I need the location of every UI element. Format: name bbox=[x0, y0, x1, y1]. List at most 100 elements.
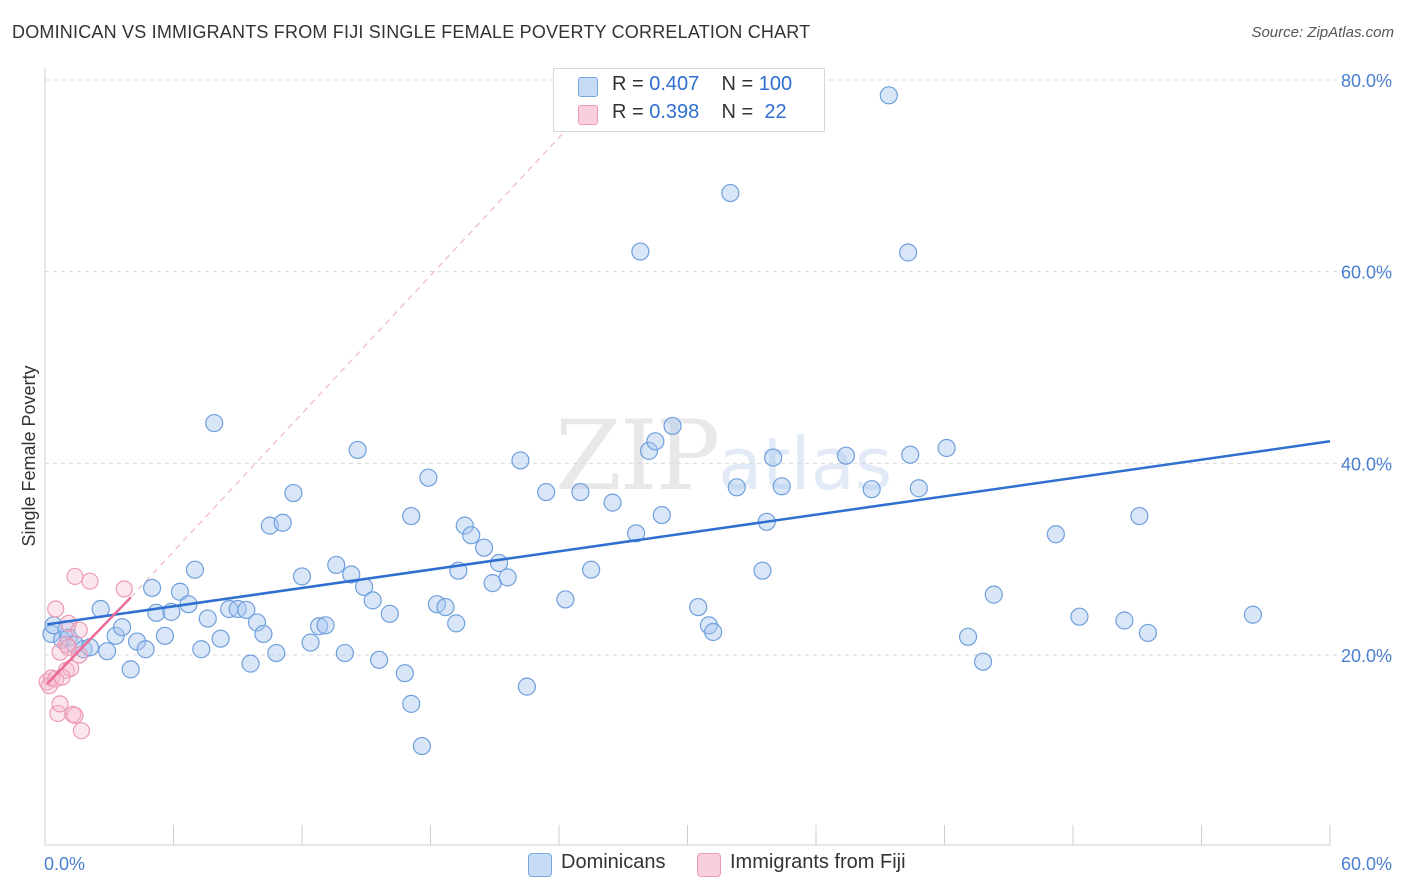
data-point-dominicans bbox=[646, 432, 665, 451]
data-point-dominicans bbox=[652, 505, 671, 525]
data-point-dominicans bbox=[310, 617, 329, 636]
data-point-dominicans bbox=[292, 567, 312, 586]
data-point-dominicans bbox=[247, 613, 267, 632]
data-point-fiji bbox=[57, 635, 76, 654]
watermark-zip: ZIP bbox=[555, 400, 720, 512]
data-point-dominicans bbox=[402, 506, 421, 526]
data-point-dominicans bbox=[412, 736, 432, 756]
data-point-dominicans bbox=[370, 650, 389, 669]
data-point-dominicans bbox=[1070, 607, 1089, 626]
data-point-dominicans bbox=[517, 677, 536, 696]
y-tick-labels: 20.0% 40.0% 60.0% 80.0% bbox=[1341, 71, 1392, 666]
axes bbox=[44, 68, 1331, 846]
legend-text-fiji: R = 0.398 N = 22 bbox=[612, 101, 787, 123]
data-point-dominicans bbox=[582, 560, 601, 579]
data-point-dominicans bbox=[436, 597, 455, 617]
data-point-fiji bbox=[72, 722, 91, 740]
data-point-dominicans bbox=[1243, 605, 1263, 624]
data-point-dominicans bbox=[316, 616, 335, 635]
legend-swatch-dominicans bbox=[578, 77, 598, 97]
data-point-dominicans bbox=[170, 582, 190, 601]
bottom-legend-swatch-fiji bbox=[697, 853, 721, 877]
bottom-legend-swatch-dominicans bbox=[528, 853, 552, 877]
data-point-dominicans bbox=[571, 482, 590, 502]
data-point-dominicans bbox=[284, 483, 303, 503]
chart-title: DOMINICAN VS IMMIGRANTS FROM FIJI SINGLE… bbox=[12, 22, 811, 42]
data-point-dominicans bbox=[273, 513, 292, 532]
data-point-dominicans bbox=[537, 482, 556, 502]
y-axis-label: Single Female Poverty bbox=[19, 365, 39, 546]
data-point-fiji bbox=[70, 646, 88, 664]
data-point-dominicans bbox=[363, 591, 382, 610]
x-tick-labels: 0.0% 60.0% bbox=[44, 854, 1392, 874]
data-point-fiji bbox=[66, 567, 84, 586]
trend-lines bbox=[46, 440, 1331, 685]
data-point-dominicans bbox=[727, 478, 746, 497]
data-point-dominicans bbox=[704, 622, 723, 642]
data-point-dominicans bbox=[112, 618, 132, 637]
data-point-dominicans bbox=[185, 560, 205, 579]
data-point-dominicans bbox=[342, 565, 361, 584]
data-point-dominicans bbox=[631, 242, 650, 261]
data-point-dominicans bbox=[764, 448, 783, 467]
data-point-fiji bbox=[47, 600, 65, 618]
data-point-dominicans bbox=[1138, 623, 1158, 643]
data-point-dominicans bbox=[474, 538, 494, 557]
data-point-dominicans bbox=[498, 568, 517, 587]
legend-text-dominicans: R = 0.407 N = 100 bbox=[612, 73, 793, 95]
data-point-dominicans bbox=[984, 585, 1003, 604]
data-point-dominicans bbox=[192, 640, 211, 659]
data-point-dominicans bbox=[556, 590, 575, 609]
correlation-legend: R = 0.407 N = 100 R = 0.398 N = 22 bbox=[553, 68, 825, 132]
data-point-dominicans bbox=[958, 627, 978, 646]
data-point-dominicans bbox=[211, 629, 230, 648]
data-point-dominicans bbox=[753, 561, 772, 580]
x-tick-label: 60.0% bbox=[1341, 854, 1392, 874]
data-point-dominicans bbox=[898, 243, 918, 262]
data-point-dominicans bbox=[663, 416, 682, 436]
data-point-dominicans bbox=[862, 480, 881, 499]
x-tick-label: 0.0% bbox=[44, 854, 85, 874]
data-point-dominicans bbox=[689, 597, 708, 617]
data-point-fiji bbox=[115, 580, 133, 598]
data-point-dominicans bbox=[301, 633, 320, 652]
data-point-dominicans bbox=[98, 642, 117, 661]
data-point-dominicans bbox=[1115, 611, 1134, 630]
data-point-dominicans bbox=[136, 640, 155, 659]
legend-row-fiji: R = 0.398 N = 22 bbox=[578, 101, 787, 127]
bottom-legend-label-dominicans: Dominicans bbox=[561, 851, 666, 873]
data-point-dominicans bbox=[901, 445, 920, 464]
data-point-dominicans bbox=[937, 438, 956, 458]
data-point-dominicans bbox=[121, 660, 140, 679]
legend-swatch-fiji bbox=[578, 105, 598, 125]
data-point-dominicans bbox=[836, 446, 856, 465]
reference-dashed-line bbox=[130, 79, 613, 598]
source-credit: Source: ZipAtlas.com bbox=[1251, 24, 1394, 41]
data-point-dominicans bbox=[447, 614, 466, 633]
trend-line-fiji bbox=[46, 596, 132, 685]
data-point-dominicans bbox=[511, 451, 530, 470]
watermark: ZIPatlas bbox=[555, 400, 892, 512]
data-point-dominicans bbox=[603, 493, 622, 512]
data-point-fiji bbox=[53, 668, 71, 686]
data-point-dominicans bbox=[198, 609, 217, 628]
data-point-dominicans bbox=[155, 626, 175, 645]
data-point-dominicans bbox=[721, 183, 740, 203]
y-tick-label: 80.0% bbox=[1341, 71, 1392, 91]
data-point-dominicans bbox=[241, 654, 260, 673]
data-point-dominicans bbox=[380, 604, 399, 623]
data-point-dominicans bbox=[402, 694, 421, 713]
data-point-dominicans bbox=[973, 652, 993, 671]
data-point-dominicans bbox=[74, 640, 93, 659]
series-fiji-points bbox=[38, 567, 133, 740]
data-point-dominicans bbox=[1130, 506, 1149, 526]
data-point-dominicans bbox=[142, 578, 162, 598]
gridlines bbox=[45, 79, 1392, 656]
data-point-fiji bbox=[51, 695, 69, 713]
y-tick-label: 40.0% bbox=[1341, 454, 1392, 474]
y-tick-label: 60.0% bbox=[1341, 263, 1392, 283]
data-point-dominicans bbox=[879, 86, 898, 105]
legend-row-dominicans: R = 0.407 N = 100 bbox=[578, 73, 792, 99]
data-point-dominicans bbox=[626, 524, 646, 543]
data-point-dominicans bbox=[237, 600, 256, 620]
